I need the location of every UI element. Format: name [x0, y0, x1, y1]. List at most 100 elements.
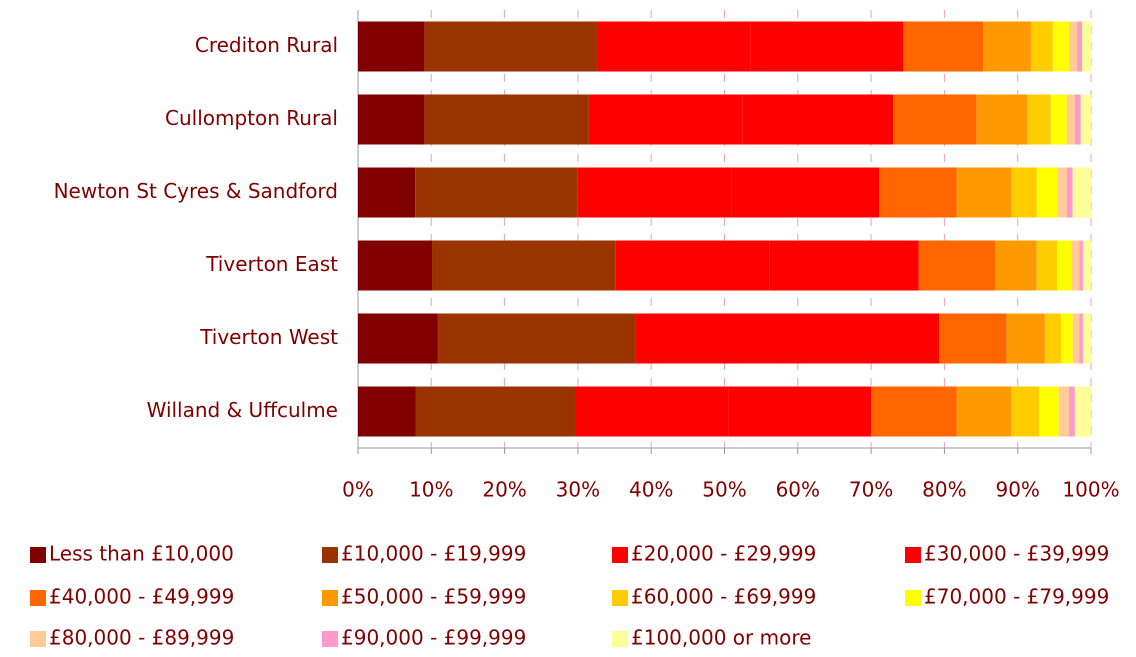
bar-segment [879, 167, 957, 218]
bar-segment [1036, 167, 1058, 218]
bar-segment [1006, 313, 1045, 364]
legend-swatch [905, 590, 921, 606]
bar-segment [956, 386, 1012, 437]
bar-segment [1036, 240, 1058, 291]
bar-segment [437, 313, 636, 364]
bar-segment [918, 240, 995, 291]
legend-swatch [322, 547, 338, 563]
bar-segment [358, 21, 425, 72]
bar-segment [1074, 94, 1081, 145]
bar-segment [1044, 313, 1061, 364]
x-tick-label: 10% [409, 478, 453, 502]
bar-segment [432, 240, 616, 291]
legend-label: £30,000 - £39,999 [924, 542, 1109, 566]
x-tick-label: 0% [342, 478, 374, 502]
bar-segment [1069, 21, 1078, 72]
bar-segment [1030, 21, 1053, 72]
x-tick-label: 80% [922, 478, 966, 502]
bar-segment [588, 94, 743, 145]
bar-segment [1080, 94, 1091, 145]
legend-swatch [612, 590, 628, 606]
bar-segment [635, 313, 790, 364]
x-tick-label: 90% [995, 478, 1039, 502]
legend-label: £20,000 - £29,999 [631, 542, 816, 566]
legend-swatch [322, 631, 338, 647]
bar-segment [1011, 167, 1037, 218]
bar-segment [731, 167, 880, 218]
bar-segment [415, 386, 575, 437]
bar-segment [1058, 386, 1070, 437]
bar-segment [424, 94, 589, 145]
legend-label: £80,000 - £89,999 [49, 626, 234, 650]
legend-swatch [905, 547, 921, 563]
x-tick-label: 100% [1062, 478, 1119, 502]
bar-segment [358, 94, 425, 145]
y-tick-label: Crediton Rural [195, 33, 338, 57]
bar-segment [976, 94, 1028, 145]
bar-segment [577, 167, 732, 218]
bar-segment [1057, 240, 1072, 291]
legend-label: Less than £10,000 [49, 542, 234, 566]
bar-segment [1079, 240, 1083, 291]
legend-label: £40,000 - £49,999 [49, 585, 234, 609]
bar-segment [1038, 386, 1059, 437]
bar-segment [415, 167, 578, 218]
legend-swatch [30, 547, 46, 563]
x-tick-label: 70% [849, 478, 893, 502]
bar-segment [769, 240, 919, 291]
bar-segment [789, 313, 940, 364]
x-tick-label: 40% [629, 478, 673, 502]
x-tick-label: 50% [702, 478, 746, 502]
bar-segment [1060, 313, 1073, 364]
bar-segment [956, 167, 1012, 218]
bar-segment [1066, 94, 1075, 145]
bar-segment [1082, 240, 1091, 291]
bar-segment [615, 240, 770, 291]
legend-label: £90,000 - £99,999 [341, 626, 526, 650]
bar-segment [750, 21, 904, 72]
x-tick-label: 20% [482, 478, 526, 502]
bar-segment [1074, 386, 1091, 437]
bar-segment [1082, 21, 1091, 72]
bar-segment [1027, 94, 1051, 145]
bar-segment [983, 21, 1031, 72]
bar-segment [358, 313, 438, 364]
bar-segment [1052, 21, 1070, 72]
legend-label: £100,000 or more [631, 626, 811, 650]
bar-segment [358, 167, 416, 218]
bar-segment [939, 313, 1007, 364]
bar-segment [1011, 386, 1039, 437]
legend-swatch [322, 590, 338, 606]
bar-segment [1071, 240, 1080, 291]
bar-segment [596, 21, 751, 72]
bar-segment [1082, 313, 1091, 364]
bar-segment [994, 240, 1037, 291]
bar-segment [1057, 167, 1067, 218]
y-tick-label: Tiverton East [205, 252, 338, 276]
legend-swatch [30, 590, 46, 606]
x-tick-label: 60% [776, 478, 820, 502]
bar-segment [1072, 167, 1091, 218]
y-tick-label: Cullompton Rural [165, 106, 338, 130]
legend-swatch [30, 631, 46, 647]
bar-segment [893, 94, 977, 145]
y-tick-label: Willand & Uffculme [147, 398, 338, 422]
bar-segment [742, 94, 894, 145]
bar-segment [1069, 386, 1075, 437]
bar-segment [574, 386, 729, 437]
legend-label: £60,000 - £69,999 [631, 585, 816, 609]
y-tick-label: Tiverton West [199, 325, 338, 349]
bar-segment [1050, 94, 1067, 145]
bar-segment [728, 386, 872, 437]
legend-label: £70,000 - £79,999 [924, 585, 1109, 609]
bar-segment [358, 240, 433, 291]
legend-label: £50,000 - £59,999 [341, 585, 526, 609]
bar-segment [1066, 167, 1073, 218]
bar-segment [1072, 313, 1080, 364]
bar-segment [424, 21, 597, 72]
bar-segment [358, 386, 416, 437]
legend-swatch [612, 631, 628, 647]
y-tick-label: Newton St Cyres & Sandford [54, 179, 338, 203]
x-tick-label: 30% [556, 478, 600, 502]
bar-segment [1079, 313, 1083, 364]
